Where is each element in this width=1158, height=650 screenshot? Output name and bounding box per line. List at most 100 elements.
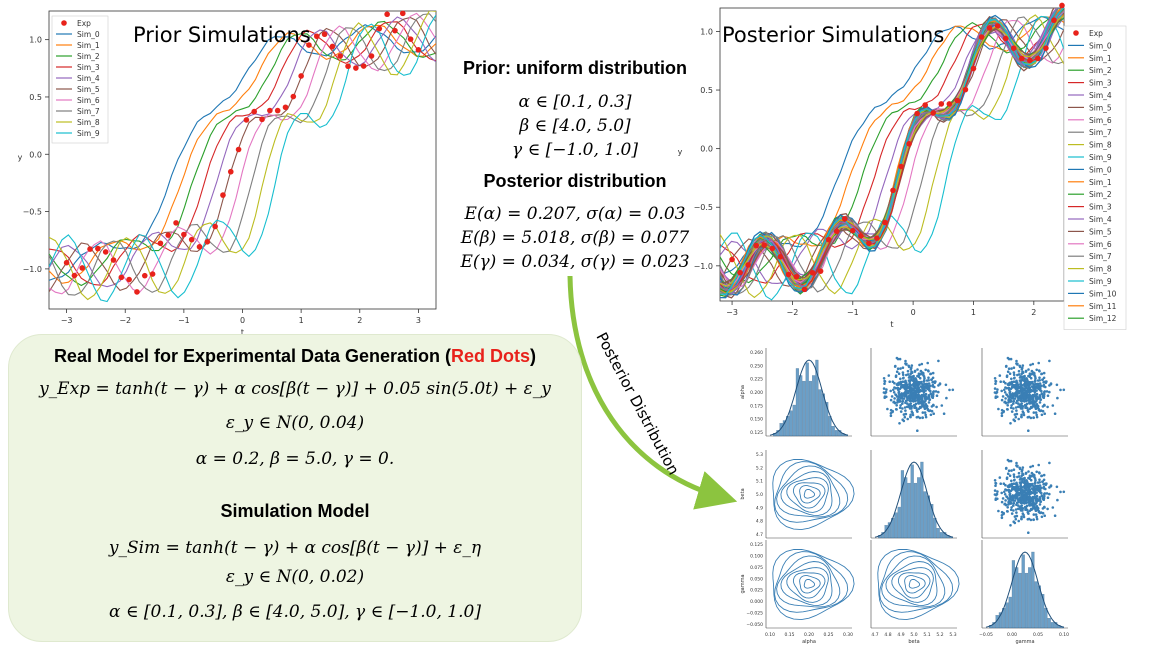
pair-y-tick-label: 0.050 [750, 576, 763, 582]
contour-line [877, 548, 960, 621]
scatter-point [1037, 509, 1041, 513]
scatter-point [1026, 510, 1030, 514]
scatter-point [924, 395, 928, 398]
scatter-point [1007, 357, 1011, 361]
exp-point [978, 34, 985, 40]
scatter-point [1028, 474, 1032, 477]
scatter-point [1004, 386, 1007, 389]
scatter-point [1017, 398, 1020, 402]
scatter-point [1030, 482, 1034, 486]
exp-point [306, 42, 312, 48]
exp-point [1059, 2, 1065, 9]
exp-point [126, 276, 132, 283]
scatter-point [908, 382, 911, 385]
scatter-point [994, 482, 998, 485]
pair-y-axis-label: gamma [740, 574, 746, 593]
scatter-point [1032, 502, 1036, 505]
legend-label: Sim_4 [1089, 91, 1112, 100]
scatter-point [932, 412, 935, 415]
scatter-point [1042, 383, 1046, 387]
pair-y-tick-label: 0.100 [750, 553, 763, 559]
exp-point [866, 240, 872, 247]
legend-marker [1073, 30, 1079, 36]
y-axis-label: y [678, 148, 683, 157]
exp-point [376, 25, 383, 32]
arrow-path [567, 275, 738, 510]
exp-point [841, 215, 848, 222]
scatter-point [904, 359, 907, 363]
scatter-point [901, 407, 904, 410]
exp-point [1043, 45, 1049, 51]
scatter-point [1037, 489, 1041, 493]
scatter-point [1031, 405, 1034, 409]
scatter-point [1014, 415, 1018, 419]
contour-line [799, 485, 821, 504]
real-model-noise: ε_y ∈ N(0, 0.04) [225, 413, 365, 433]
pair-x-tick-label: 0.20 [804, 632, 814, 638]
scatter-point [1023, 379, 1026, 383]
real-model-equation: y_Exp = tanh(t − γ) + α cos[β(t − γ)] + … [39, 379, 551, 399]
scatter-point [993, 387, 997, 390]
pair-y-tick-label: 0.000 [750, 599, 763, 605]
exp-point [141, 272, 148, 279]
y-tick-label: −1.0 [694, 262, 713, 271]
sim-model-params: α ∈ [0.1, 0.3], β ∈ [4.0, 5.0], γ ∈ [−1.… [109, 602, 481, 622]
x-tick-label: 2 [1031, 308, 1036, 317]
contour-line [772, 458, 855, 531]
scatter-point [1008, 492, 1012, 495]
hist-bar [926, 495, 930, 539]
scatter-point [998, 374, 1002, 377]
exp-point [313, 33, 320, 40]
posterior-arrow: Posterior Distribution [567, 275, 738, 510]
scatter-point [913, 384, 917, 388]
scatter-point [1019, 379, 1023, 382]
series-line [49, 13, 436, 296]
scatter-point [899, 410, 903, 413]
posterior-alpha: E(α) = 0.207, σ(α) = 0.03 [464, 204, 686, 224]
x-tick-label: −2 [119, 316, 131, 325]
scatter-point [1027, 374, 1030, 378]
scatter-point [915, 395, 919, 398]
scatter-point [1059, 388, 1062, 392]
scatter-point [944, 383, 948, 387]
scatter-point [1030, 380, 1034, 384]
scatter-point [1002, 409, 1005, 413]
exp-point [360, 63, 367, 69]
scatter-point [1046, 507, 1049, 511]
scatter-point [913, 389, 916, 393]
scatter-point [1035, 368, 1038, 372]
x-tick-label: −3 [61, 316, 73, 325]
scatter-point [1037, 499, 1041, 502]
contour-line [799, 575, 821, 594]
scatter-point [1048, 359, 1051, 363]
scatter-point [912, 396, 915, 399]
sim-model-heading: Simulation Model [220, 501, 370, 521]
pair-y-tick-label: 0.260 [750, 350, 763, 356]
legend-label: Sim_4 [77, 74, 100, 83]
scatter-point [1011, 384, 1014, 388]
contour-line [774, 461, 849, 523]
hist-bar [1034, 581, 1038, 629]
scatter-point [1008, 381, 1012, 385]
scatter-point [899, 367, 902, 370]
scatter-point [1009, 459, 1013, 463]
scatter-point [1036, 507, 1040, 510]
scatter-point [913, 406, 916, 409]
exp-point [392, 27, 398, 34]
hist-bar [939, 532, 943, 539]
scatter-point [921, 416, 924, 419]
scatter-point [1037, 463, 1040, 467]
scatter-point [1012, 399, 1016, 403]
scatter-point [923, 379, 926, 383]
legend-label: Sim_7 [77, 107, 100, 116]
pair-x-axis-label: alpha [802, 639, 816, 645]
scatter-point [1010, 410, 1014, 413]
y-tick-label: 0.0 [700, 145, 713, 154]
x-tick-label: 1 [299, 316, 304, 325]
kde-curve [769, 359, 849, 436]
scatter-point [994, 380, 998, 383]
scatter-point [1012, 504, 1015, 507]
scatter-point [894, 393, 897, 396]
scatter-point [1024, 472, 1028, 475]
hist-bar [1037, 585, 1041, 629]
